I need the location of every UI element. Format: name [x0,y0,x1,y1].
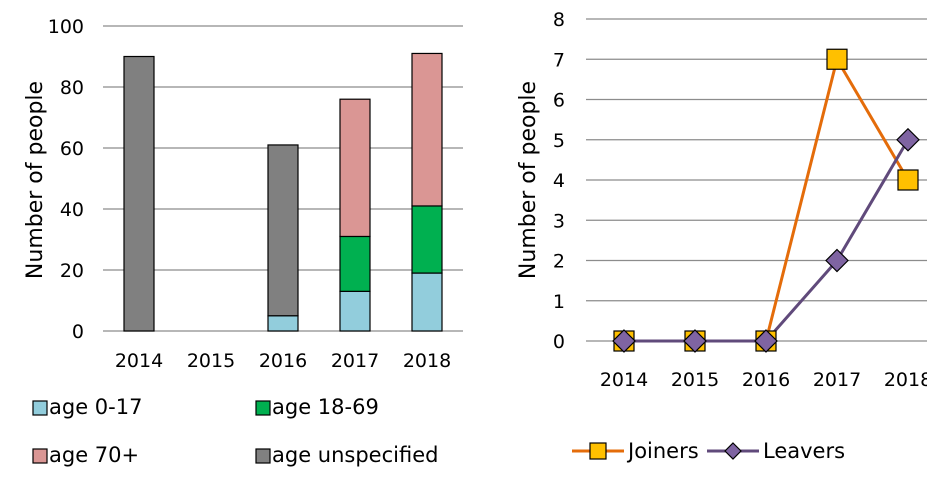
left-x-tick-labels: 2014 2015 2016 2017 2018 [115,350,451,372]
right-legend: Joiners Leavers [572,439,845,463]
x-tick-label: 2018 [403,350,451,372]
marker-leavers-2015 [683,329,707,353]
right-y-axis-title: Number of people [516,81,541,279]
legend-marker-leavers [724,442,742,460]
legend-swatch-age-70 [32,448,48,464]
marker-leavers-2017 [825,248,849,273]
bar-age-0-17-2016 [267,315,299,332]
legend-swatch-age-unspecified [255,448,271,464]
legend-label-age-70: age 70+ [49,443,139,467]
x-tick-label: 2016 [259,350,307,372]
legend-label-joiners: Joiners [626,439,699,463]
marker-joiners-2017 [826,48,848,70]
line-joiners [624,55,910,343]
y-tick-label: 100 [48,16,84,38]
x-tick-label: 2015 [187,350,235,372]
right-series-lines [624,55,910,343]
x-tick-label: 2017 [813,369,861,391]
y-tick-label: 0 [553,331,565,353]
legend-swatch-age-18-69 [255,400,271,416]
legend-marker-joiners [589,442,607,460]
y-tick-label: 4 [553,170,565,192]
x-tick-label: 2018 [884,369,927,391]
y-tick-label: 0 [72,321,84,343]
left-legend: age 0-17 age 18-69 age 70+ age unspecified [32,395,438,467]
legend-label-leavers: Leavers [763,439,845,463]
line-leavers [624,138,910,343]
y-tick-label: 2 [553,251,565,273]
marker-joiners-2018 [897,169,919,191]
x-tick-label: 2015 [671,369,719,391]
y-tick-label: 7 [553,49,565,71]
right-y-tick-labels: 0 1 2 3 4 5 6 7 8 [553,9,565,353]
y-tick-label: 5 [553,130,565,152]
legend-swatch-age-0-17 [32,400,48,416]
stacked-bar-chart: 0 20 40 60 80 100 2014 2015 2016 2017 2018 Number… [23,16,463,467]
legend-label-age-unspecified: age unspecified [272,443,438,467]
y-tick-label: 60 [60,138,84,160]
left-bars [123,52,443,332]
y-tick-label: 3 [553,210,565,232]
line-chart: 0 1 2 3 4 5 6 7 8 2014 2015 2016 2017 2018 Number of… [516,9,927,463]
bar-age-18-69-2017 [339,235,371,292]
bar-age-18-69-2018 [411,205,443,274]
legend-label-age-18-69: age 18-69 [272,395,379,419]
marker-leavers-2018 [896,127,920,152]
left-y-axis-title: Number of people [23,81,48,279]
y-tick-label: 8 [553,9,565,31]
bar-age-unspecified-2016 [267,144,299,317]
bar-age-unspecified-2014 [123,55,155,332]
legend-label-age-0-17: age 0-17 [49,395,142,419]
x-tick-label: 2017 [331,350,379,372]
bar-age-0-17-2017 [339,290,371,332]
y-tick-label: 6 [553,90,565,112]
x-tick-label: 2014 [115,350,163,372]
y-tick-label: 40 [60,199,84,221]
marker-leavers-2014 [612,329,636,353]
x-tick-label: 2016 [742,369,790,391]
x-tick-label: 2014 [600,369,648,391]
left-y-tick-labels: 0 20 40 60 80 100 [48,16,84,343]
bar-age-70-2018 [411,52,443,207]
right-x-tick-labels: 2014 2015 2016 2017 2018 [600,369,927,391]
bar-age-0-17-2018 [411,272,443,332]
marker-leavers-2016 [754,329,778,353]
right-series-markers [612,48,920,353]
right-gridlines [586,18,927,342]
bar-age-70-2017 [339,98,371,238]
y-tick-label: 20 [60,260,84,282]
y-tick-label: 80 [60,77,84,99]
y-tick-label: 1 [553,291,565,313]
